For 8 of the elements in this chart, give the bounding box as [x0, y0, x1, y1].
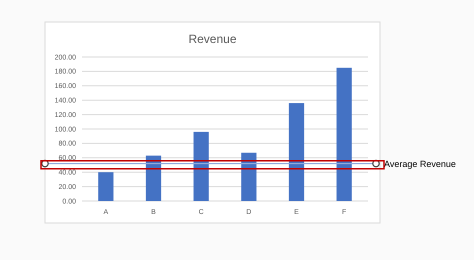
bar — [194, 132, 209, 201]
bar — [241, 152, 256, 201]
bar — [336, 68, 352, 201]
bar — [288, 103, 304, 201]
chart-title: Revenue — [188, 32, 237, 46]
bar — [98, 172, 114, 201]
ref-line-label: Average Revenue — [384, 159, 456, 170]
bar — [146, 156, 162, 201]
